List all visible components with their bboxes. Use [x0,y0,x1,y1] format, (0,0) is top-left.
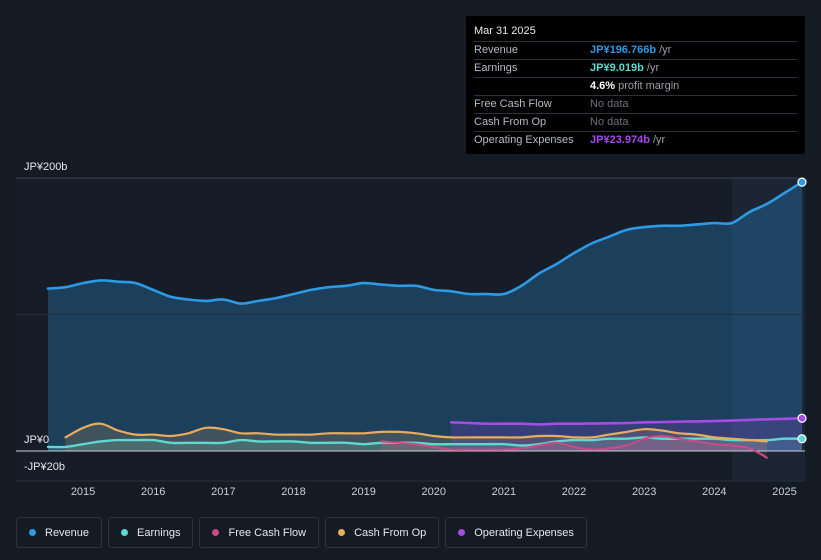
tooltip-value: 4.6% [590,80,616,92]
legend-label: Earnings [137,526,181,539]
tooltip-row-opex: Operating Expenses JP¥23.974b /yr [474,131,797,149]
legend-label: Free Cash Flow [228,526,307,539]
tooltip-unit: /yr [656,44,672,56]
highlight-region [731,178,805,481]
legend-operating-expenses[interactable]: Operating Expenses [445,517,587,548]
plot-background [16,178,805,481]
earnings-dot-icon [121,529,129,536]
legend-label: Operating Expenses [474,526,574,539]
tooltip-row-margin: 4.6% profit margin [474,77,797,95]
legend-label: Revenue [45,526,90,539]
tooltip-unit: /yr [649,134,666,146]
x-axis-tick-label: 2024 [702,486,726,498]
revenue-area [48,182,802,451]
revenue-line [46,180,804,305]
earnings-endpoint [797,434,807,444]
operating-expenses-area [451,418,802,451]
x-axis-tick-label: 2022 [562,486,586,498]
chart: JP¥200b JP¥0 -JP¥20b 2015 2016 2017 2018 2019 20… [16,161,807,498]
legend-free-cash-flow[interactable]: Free Cash Flow [199,517,320,548]
x-axis-tick-label: 2025 [772,486,796,498]
tooltip-value: JP¥9.019b [590,62,644,74]
tooltip-row-cfo: Cash From Op No data [474,113,797,131]
tooltip-row-earnings: Earnings JP¥9.019b /yr [474,59,797,77]
x-axis-tick-label: 2018 [281,486,305,498]
legend-earnings[interactable]: Earnings [108,517,194,548]
legend-label: Cash From Op [354,526,427,539]
x-axis-tick-label: 2016 [141,486,165,498]
y-axis-label: JP¥200b [24,161,67,173]
tooltip-row-revenue: Revenue JP¥196.766b /yr [474,41,797,59]
tooltip-label: Operating Expenses [474,134,574,146]
cash-from-op-dot-icon [338,529,346,536]
operating-expenses-line [450,416,804,426]
x-axis-tick-label: 2023 [632,486,656,498]
x-axis-tick-label: 2020 [422,486,446,498]
free-cash-flow-line [380,435,768,459]
legend: Revenue Earnings Free Cash Flow Cash Fro… [16,517,587,548]
free-cash-flow-area [381,436,767,458]
tooltip-unit: profit margin [615,80,680,92]
tooltip-label [474,78,590,95]
operating-expenses-dot-icon [458,529,466,536]
tooltip-value: No data [590,116,629,128]
tooltip-value: No data [590,98,629,110]
x-axis-tick-label: 2019 [351,486,375,498]
tooltip-label: Earnings [474,62,518,74]
cash-from-op-area [65,423,767,451]
legend-revenue[interactable]: Revenue [16,517,103,548]
tooltip-label: Cash From Op [474,116,547,128]
tooltip-value: JP¥23.974b [590,134,650,146]
revenue-endpoint [797,177,807,187]
tooltip-date: Mar 31 2025 [474,25,536,37]
x-axis-tick-label: 2015 [71,486,95,498]
y-axis-label: JP¥0 [24,434,49,446]
revenue-dot-icon [29,529,36,536]
tooltip: Mar 31 2025 Revenue JP¥196.766b /yr Earn… [466,16,805,154]
free-cash-flow-dot-icon [212,529,220,536]
y-axis-label: -JP¥20b [24,461,65,473]
tooltip-row-fcf: Free Cash Flow No data [474,95,797,113]
operating-expenses-endpoint [797,413,807,423]
x-axis-tick-label: 2021 [492,486,516,498]
tooltip-unit: /yr [643,62,660,74]
legend-cash-from-op[interactable]: Cash From Op [325,517,440,548]
cash-from-op-line [64,422,768,443]
tooltip-label: Free Cash Flow [474,98,552,110]
tooltip-value: JP¥196.766b [590,44,657,56]
x-axis-tick-label: 2017 [211,486,235,498]
tooltip-label: Revenue [474,44,519,56]
